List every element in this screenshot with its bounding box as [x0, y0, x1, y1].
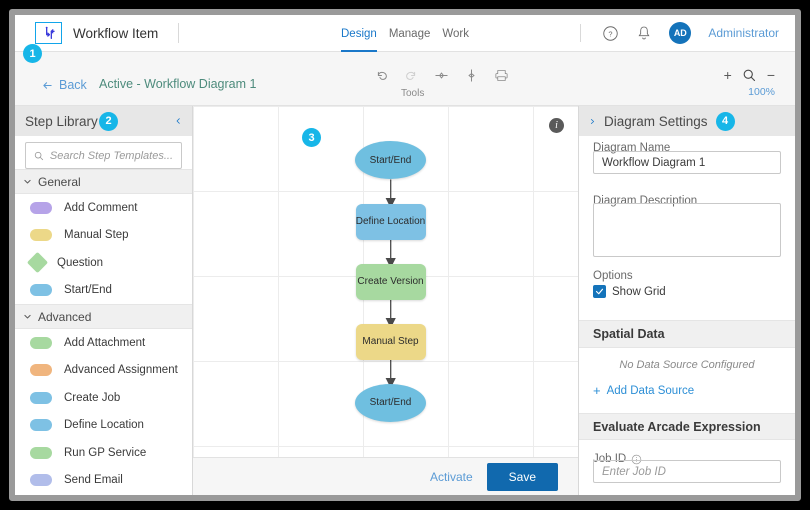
svg-text:?: ?	[609, 29, 613, 38]
